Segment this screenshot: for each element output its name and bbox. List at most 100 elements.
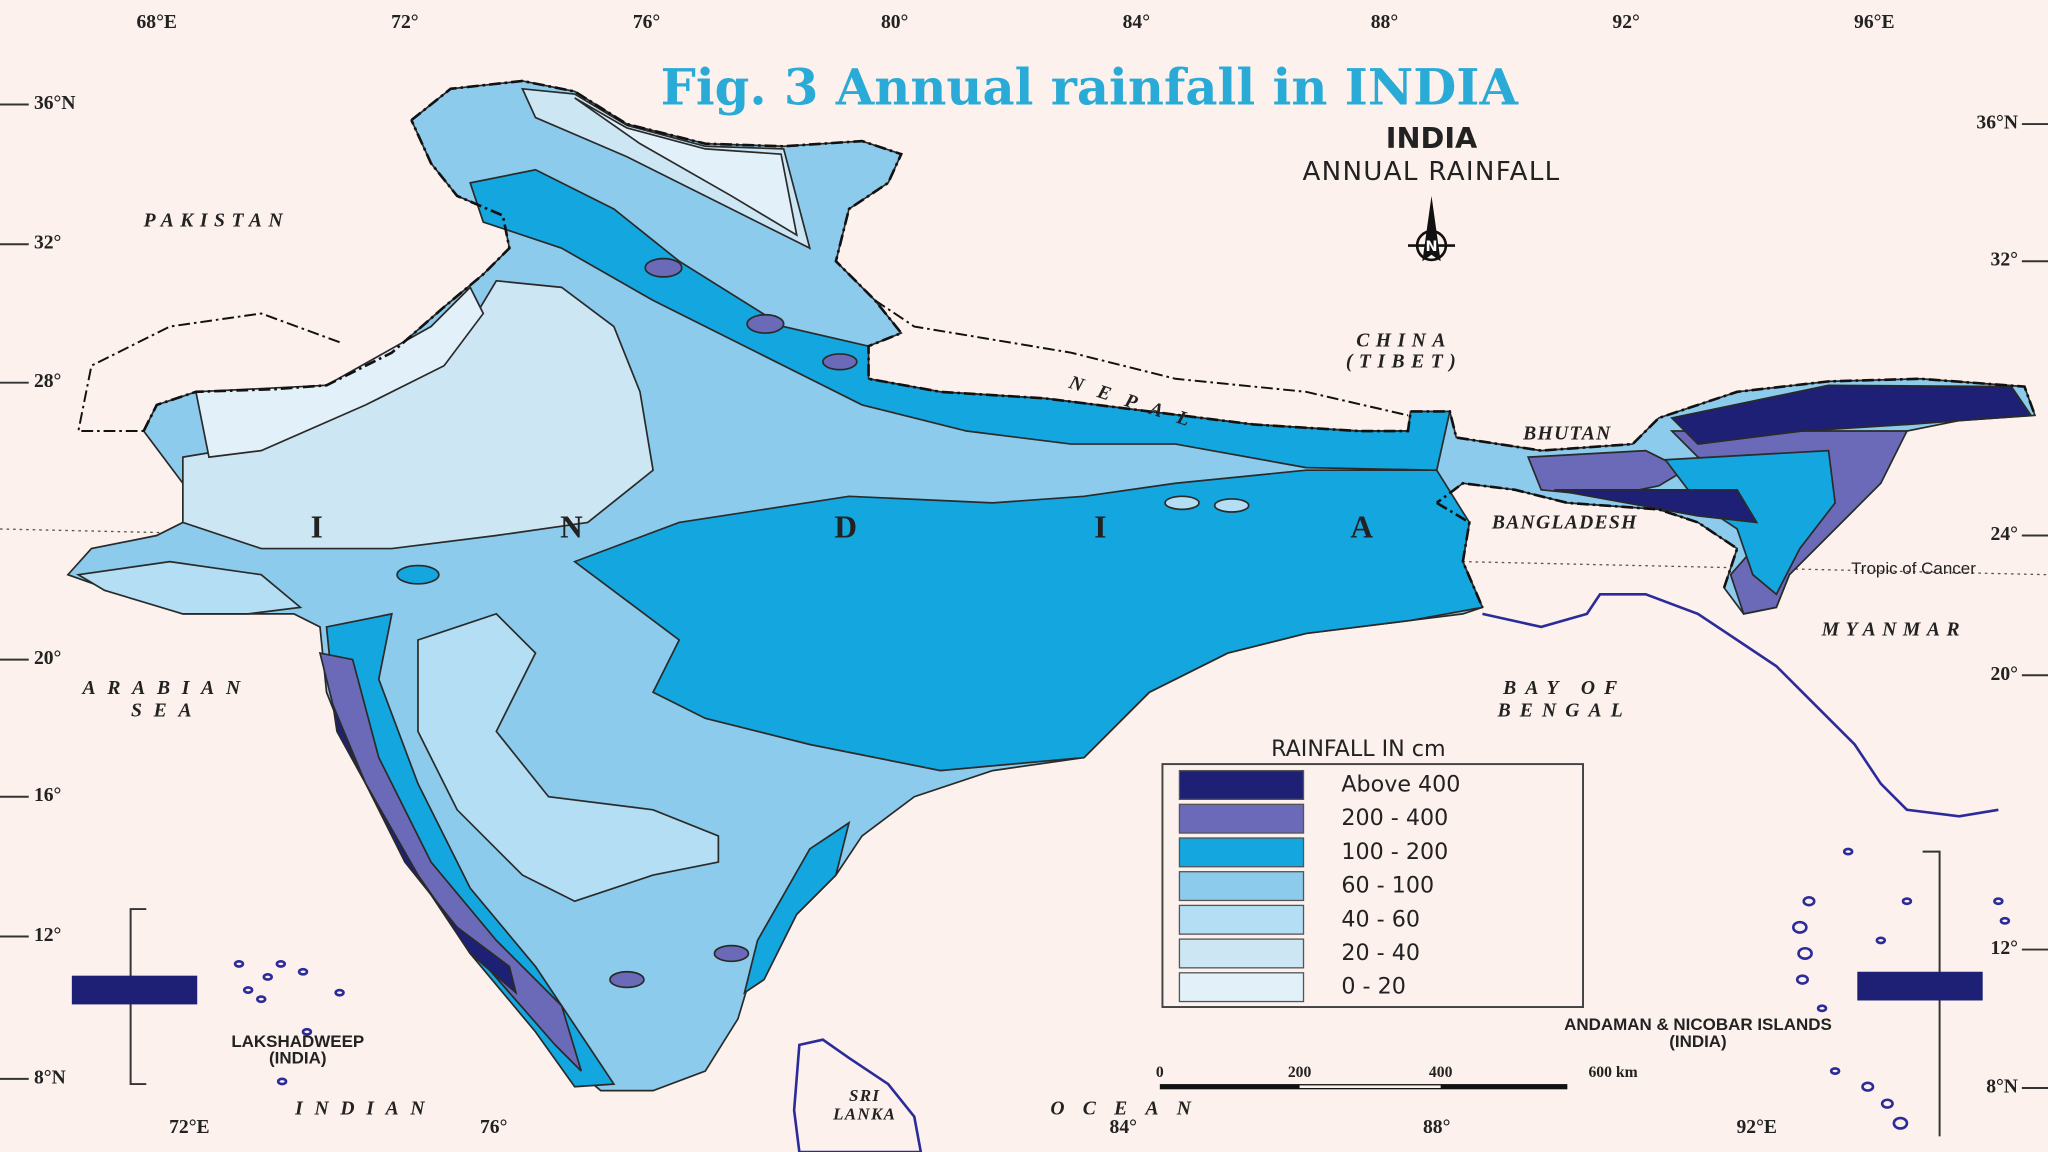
india-letter: I [311, 509, 330, 544]
legend: Above 400 200 - 400 100 - 200 60 - 100 40 - … [1178, 769, 1460, 1003]
scale-label: 400 [1429, 1064, 1453, 1081]
sea-label: BAY OF [1502, 678, 1626, 699]
scale-bar [1299, 1085, 1441, 1088]
map-subtitle: ANNUAL RAINFALL [1302, 157, 1560, 187]
island-label: (INDIA) [1669, 1032, 1727, 1051]
longitude-label: 88° [1423, 1117, 1450, 1138]
ocean-label: OCEAN [1050, 1099, 1209, 1120]
sri-lanka [792, 1038, 923, 1152]
rain-zone [1554, 488, 1759, 524]
border [142, 79, 2037, 608]
latitude-label: 12° [34, 925, 61, 946]
rain-zone [332, 704, 518, 996]
tropic-label: Tropic of Cancer [1851, 559, 1976, 578]
latitude-label: 12° [1991, 938, 2018, 959]
rain-zone [743, 820, 851, 995]
sea-label: BENGAL [1497, 700, 1632, 721]
longitude-label: 72°E [169, 1117, 209, 1138]
legend-swatch [1178, 938, 1305, 969]
longitude-label: 88° [1371, 12, 1398, 33]
rain-spot [822, 353, 858, 371]
north-arrow [1408, 195, 1456, 262]
border [77, 299, 1409, 432]
islands [233, 847, 2011, 1130]
india-letter: N [560, 509, 589, 544]
legend-label: 200 - 400 [1341, 805, 1448, 831]
india-map [66, 79, 2037, 1092]
sea-label: ARABIAN [81, 678, 252, 699]
country-label: PAKISTAN [143, 211, 289, 232]
india-letter: D [834, 509, 863, 544]
scale: 0 200 400 600 km [1156, 1064, 1638, 1081]
country-label: BHUTAN [1522, 423, 1611, 444]
longitude-label: 72° [391, 12, 418, 33]
rain-spot [396, 564, 440, 585]
rain-zone [75, 560, 303, 615]
country-label: BANGLADESH [1491, 512, 1638, 533]
latitude-label: 24° [1991, 524, 2018, 545]
country-label: SRI [849, 1086, 880, 1105]
legend-swatch [1178, 769, 1305, 800]
rain-spot [609, 970, 645, 989]
country-label: LANKA [832, 1104, 896, 1123]
scale-label: 200 [1288, 1064, 1312, 1081]
legend-label: 40 - 60 [1341, 906, 1420, 932]
island-label: ANDAMAN & NICOBAR ISLANDS [1564, 1015, 1832, 1034]
rain-zone [1526, 449, 1687, 498]
island-label: (INDIA) [269, 1049, 327, 1068]
legend-title: RAINFALL IN cm [1271, 736, 1446, 762]
legend-swatch [1178, 837, 1305, 868]
coastline [1482, 592, 1999, 818]
rain-spot [644, 257, 683, 278]
longitude-label: 84° [1110, 1117, 1137, 1138]
inset-bar [71, 975, 198, 1005]
rain-spot [713, 944, 750, 963]
country-label: MYANMAR [1821, 619, 1966, 640]
legend-label: 100 - 200 [1341, 839, 1448, 865]
latitude-label: 20° [1991, 664, 2018, 685]
latitude-label: 8°N [1986, 1077, 2018, 1098]
rain-zone [194, 285, 485, 459]
longitude-label: 76° [633, 12, 660, 33]
figure-title: Fig. 3 Annual rainfall in INDIA [661, 57, 1520, 116]
latitude-label: 16° [34, 785, 61, 806]
rain-zone [574, 97, 798, 237]
longitude-label: 96°E [1854, 12, 1894, 33]
country-label: (TIBET) [1346, 352, 1462, 373]
latitude-label: 32° [1991, 250, 2018, 271]
legend-label: 0 - 20 [1341, 974, 1405, 1000]
scale-label: 600 km [1588, 1064, 1637, 1081]
latitude-label: 32° [34, 233, 61, 254]
longitude-label: 92° [1612, 12, 1639, 33]
longitude-label: 84° [1123, 12, 1150, 33]
latitude-label: 36°N [1976, 113, 2018, 134]
map-title: INDIA [1386, 121, 1478, 155]
scale-label: 0 [1156, 1064, 1164, 1081]
country-label: CHINA [1356, 331, 1452, 352]
longitude-label: 68°E [137, 12, 177, 33]
rain-spot [1164, 495, 1200, 511]
latitude-label: 28° [34, 371, 61, 392]
rain-spot [1213, 498, 1250, 513]
rain-spot [746, 313, 785, 334]
longitude-label: 80° [881, 12, 908, 33]
ocean-label: INDIAN [294, 1099, 436, 1120]
rain-zone [469, 168, 1451, 472]
rain-zone [1670, 384, 2033, 445]
legend-swatch [1178, 871, 1305, 902]
rain-zone [521, 87, 812, 250]
legend-label: Above 400 [1341, 771, 1460, 797]
longitude-label: 92°E [1737, 1117, 1777, 1138]
sea-label: SEA [131, 700, 203, 721]
latitude-label: 20° [34, 648, 61, 669]
india-letter: A [1350, 509, 1379, 544]
legend-label: 20 - 40 [1341, 940, 1420, 966]
latitude-label: 36°N [34, 93, 76, 114]
legend-swatch [1178, 803, 1305, 834]
north-label: N [1425, 239, 1437, 255]
legend-label: 60 - 100 [1341, 873, 1434, 899]
inset-bracket [1922, 850, 1941, 1137]
longitude-label: 76° [480, 1117, 507, 1138]
